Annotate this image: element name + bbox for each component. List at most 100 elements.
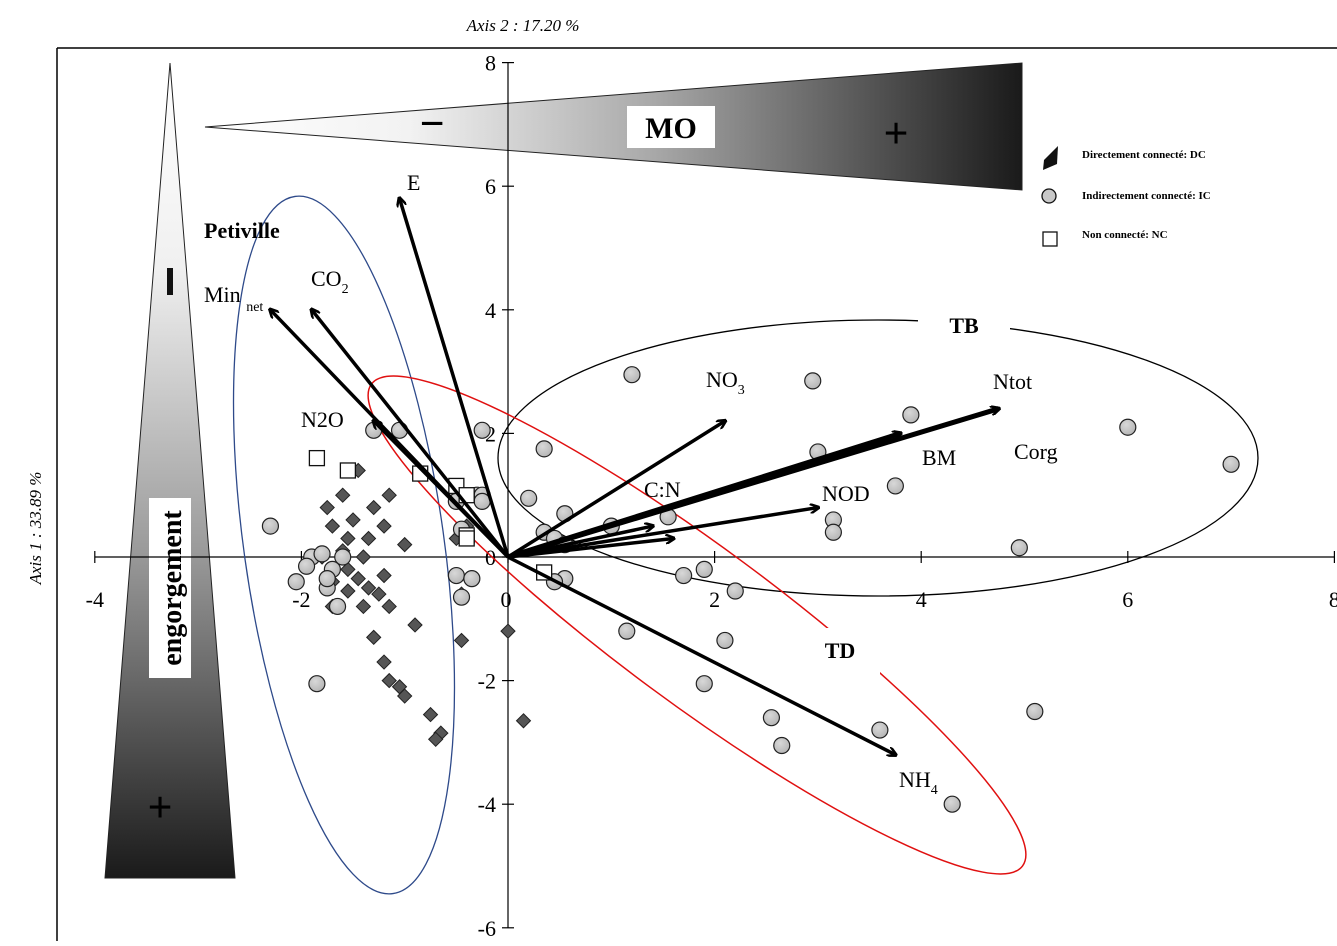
point-ic [1026, 702, 1044, 721]
point-dc [381, 598, 397, 615]
vector-label-cn: C:N [644, 477, 681, 502]
y-tick-label: -6 [478, 916, 496, 941]
point-dc [376, 654, 392, 670]
point-ic [328, 597, 347, 616]
mo-plus-sign: + [883, 109, 908, 158]
point-dc [515, 713, 532, 729]
mo-label: MO [645, 112, 697, 145]
legend-entry-dc: Directement connecté: DC [1082, 149, 1206, 161]
vector-label-n2o: N2O [301, 407, 344, 432]
point-ic [695, 675, 713, 693]
vector-label-ntot: Ntot [993, 369, 1032, 394]
mo-minus-sign: − [419, 99, 444, 148]
point-ic [886, 477, 904, 495]
point-dc [355, 598, 372, 615]
vector-nod [507, 508, 818, 559]
point-ic [1222, 455, 1240, 473]
point-ic [287, 573, 305, 591]
td-label-box [802, 628, 880, 674]
point-dc [381, 487, 397, 503]
point-dc [340, 583, 356, 599]
y-tick-label: 6 [485, 174, 496, 199]
point-dc [376, 567, 392, 584]
engorgement-gradient-triangle [104, 62, 236, 879]
vector-bm [507, 433, 901, 560]
point-dc [335, 487, 351, 503]
mo-label-box [627, 106, 715, 148]
point-dc [324, 518, 341, 534]
engorgement-label-box [149, 498, 191, 678]
point-nc [339, 462, 357, 479]
point-ic [473, 421, 491, 439]
data-points [261, 366, 1240, 813]
point-nc [458, 530, 475, 547]
x-tick-label: 8 [1329, 587, 1337, 612]
petiville-label: Petiville [204, 218, 280, 243]
y-tick-label: 4 [485, 298, 496, 323]
vector-label-co2: CO2 [311, 266, 349, 297]
point-dc [366, 629, 382, 646]
axes: -4 -2 2 4 6 8 8 6 4 2 0 -2 -4 -6 0 [86, 51, 1337, 941]
point-dc [427, 731, 444, 748]
point-dc [355, 549, 372, 565]
point-ic [334, 548, 352, 566]
point-dc [407, 617, 423, 633]
point-dc [340, 561, 356, 578]
point-dc [376, 518, 392, 534]
point-ic [1010, 539, 1028, 557]
point-ic [716, 631, 734, 650]
point-dc [360, 580, 377, 596]
y-tick-label: -2 [478, 669, 496, 694]
legend-marker-dc [1043, 146, 1058, 170]
point-dc [396, 536, 413, 553]
point-dc [319, 499, 335, 516]
point-dc [381, 672, 397, 689]
point-ic [463, 570, 481, 588]
point-ic [297, 557, 316, 575]
x-tick-label: 2 [709, 587, 720, 612]
point-ic [902, 406, 920, 424]
point-ic [623, 366, 641, 384]
point-dc [371, 586, 387, 602]
vector-corg [507, 538, 673, 559]
point-ic [871, 721, 889, 739]
point-ic [318, 570, 336, 588]
legend-entry-nc: Non connecté: NC [1082, 229, 1168, 241]
point-ic [1119, 418, 1137, 436]
legend-marker-ic [1041, 188, 1057, 204]
point-dc [360, 530, 377, 547]
engorgement-label: engorgement [157, 510, 188, 666]
mo-gradient-triangle [204, 62, 1023, 191]
y-tick-label: 8 [485, 51, 496, 76]
x-tick-label: 6 [1122, 587, 1133, 612]
point-dc [350, 570, 366, 587]
vector-label-min-net: Min net [204, 282, 263, 315]
vector-label-corg: Corg [1014, 439, 1058, 464]
point-dc [422, 706, 439, 723]
vector-label-nod: NOD [822, 481, 870, 506]
vector-co2 [312, 310, 510, 559]
tb-label-box [918, 306, 1010, 344]
point-ic [520, 489, 538, 507]
variable-vectors [270, 199, 998, 755]
point-ic [452, 588, 471, 606]
point-nc [308, 449, 326, 467]
point-ic [824, 523, 842, 541]
y-tick-label: 0 [485, 545, 496, 570]
x-axis-title: Axis 2 : 17.20 % [466, 16, 580, 35]
point-dc [396, 688, 413, 704]
y-tick-label: -4 [478, 792, 496, 817]
point-ic [308, 675, 326, 693]
engorgement-minus-sign [167, 268, 173, 295]
vector-n2o [374, 421, 510, 559]
tb-ellipse [497, 319, 1259, 597]
point-ic [313, 545, 331, 563]
legend: Directement connecté: DC Indirectement c… [1041, 146, 1211, 247]
point-dc [500, 623, 516, 639]
vector-label-bm: BM [922, 445, 956, 470]
point-ic [726, 582, 744, 600]
point-ic [804, 372, 822, 390]
x-tick-label: -4 [86, 587, 104, 612]
point-ic [535, 440, 553, 458]
